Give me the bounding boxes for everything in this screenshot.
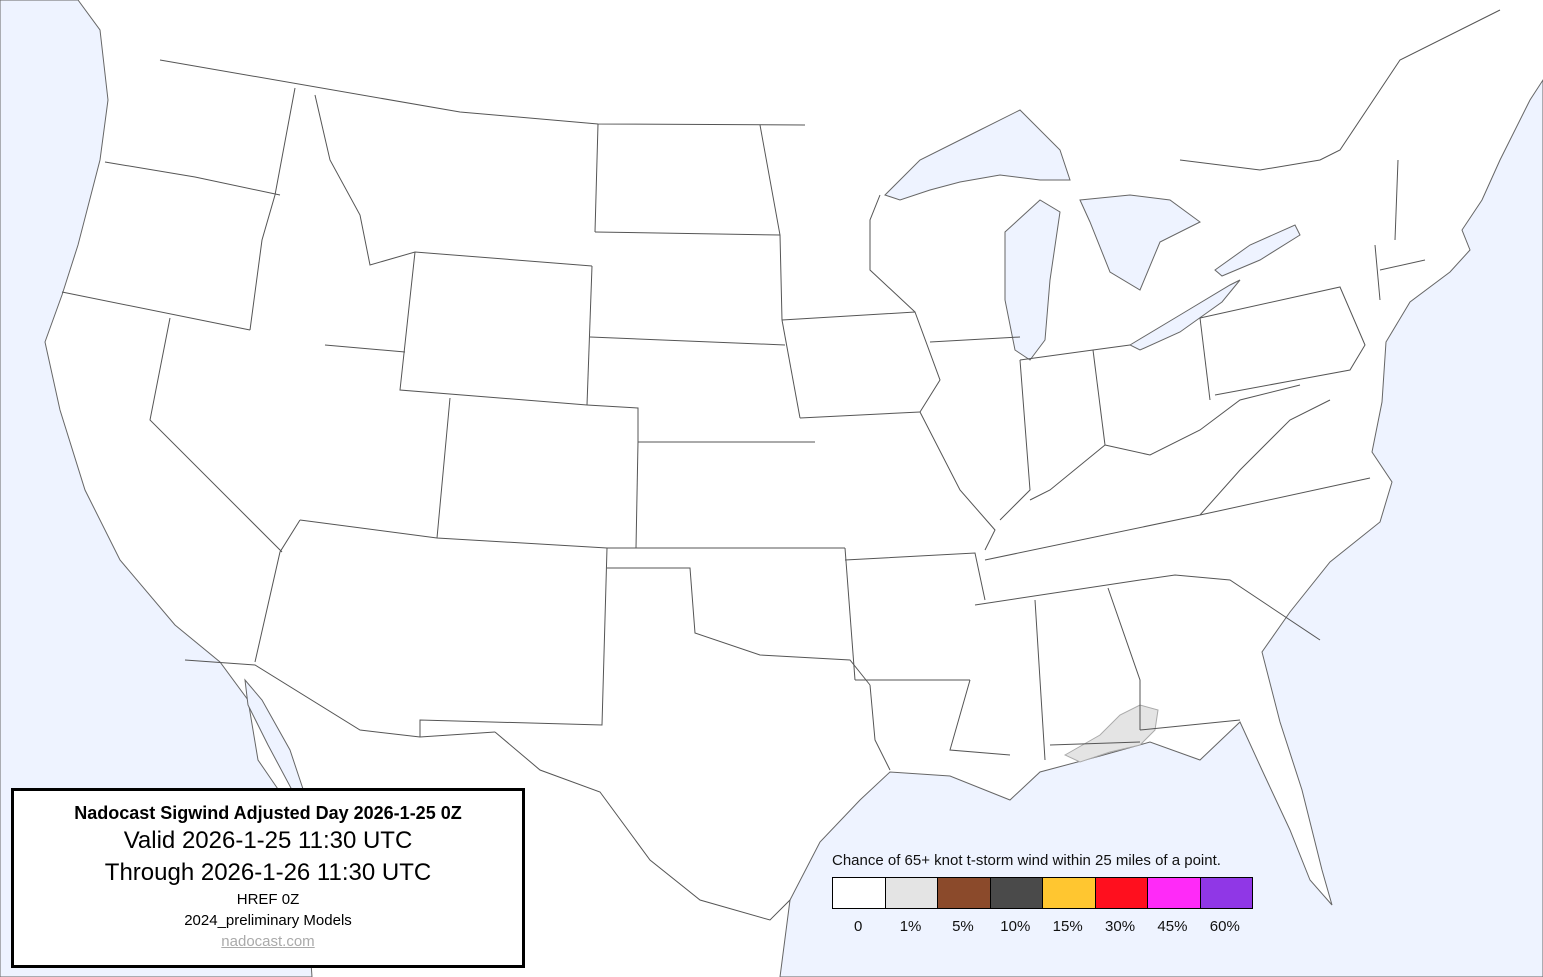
state-border xyxy=(869,194,916,313)
title-box: Nadocast Sigwind Adjusted Day 2026-1-25 … xyxy=(11,788,525,968)
legend-swatch xyxy=(1200,878,1252,908)
state-border xyxy=(1179,9,1501,171)
state-border xyxy=(949,679,1011,756)
state-border xyxy=(1199,286,1366,396)
state-border xyxy=(844,547,856,681)
state-border xyxy=(919,411,996,551)
state-borders xyxy=(61,9,1501,921)
through-time: Through 2026-1-26 11:30 UTC xyxy=(104,859,432,886)
state-border xyxy=(974,579,1141,606)
state-border xyxy=(594,123,599,233)
legend-label: 15% xyxy=(1052,918,1083,935)
state-border xyxy=(61,291,251,331)
lake-ontario xyxy=(1214,224,1301,277)
state-border xyxy=(254,519,301,663)
state-border xyxy=(1199,399,1331,516)
state-border xyxy=(494,731,791,921)
nadocast-link[interactable]: nadocast.com xyxy=(221,933,315,950)
valid-time: Valid 2026-1-25 11:30 UTC xyxy=(123,827,413,854)
state-border xyxy=(436,397,451,539)
state-border xyxy=(399,251,588,406)
state-border xyxy=(586,404,815,443)
legend-label: 30% xyxy=(1105,918,1136,935)
legend-label: 45% xyxy=(1157,918,1188,935)
legend-label: 1% xyxy=(899,918,922,935)
gulf-atlantic-ocean xyxy=(779,79,1543,977)
models-version: 2024_preliminary Models xyxy=(184,912,352,929)
legend-swatch xyxy=(833,878,886,908)
legend-swatch xyxy=(938,878,991,908)
state-border xyxy=(1019,344,1131,361)
state-border xyxy=(1104,384,1301,456)
legend-title: Chance of 65+ knot t-storm wind within 2… xyxy=(832,852,1221,869)
lake-michigan xyxy=(1004,199,1061,361)
state-border xyxy=(781,319,801,419)
legend-label: 60% xyxy=(1209,918,1240,935)
legend-label: 0 xyxy=(854,918,863,935)
legend-swatch xyxy=(1095,878,1148,908)
state-border xyxy=(1029,444,1106,501)
state-border xyxy=(184,659,496,738)
state-border xyxy=(1394,159,1399,241)
state-border xyxy=(586,265,593,406)
state-border xyxy=(781,311,941,413)
state-border xyxy=(929,336,1021,343)
lake-huron xyxy=(1079,194,1201,291)
legend-swatch xyxy=(1148,878,1201,908)
great-lakes xyxy=(884,109,1301,361)
forecast-area-1-percent xyxy=(1063,704,1159,763)
lake-erie xyxy=(1128,279,1241,351)
state-border xyxy=(984,514,1201,561)
map-title: Nadocast Sigwind Adjusted Day 2026-1-25 … xyxy=(74,803,462,823)
legend-label: 10% xyxy=(1000,918,1031,935)
state-border xyxy=(1092,349,1106,446)
state-border xyxy=(759,124,783,321)
state-border xyxy=(844,552,986,601)
state-border xyxy=(104,161,281,196)
state-border xyxy=(1379,259,1426,271)
state-border xyxy=(1374,244,1381,301)
legend: Chance of 65+ knot t-storm wind within 2… xyxy=(832,852,1262,935)
state-border xyxy=(249,87,296,331)
state-border xyxy=(1107,587,1141,730)
state-border xyxy=(324,344,406,353)
state-border xyxy=(314,94,593,267)
model-name: HREF 0Z xyxy=(236,891,300,908)
legend-swatches xyxy=(832,877,1253,909)
state-border xyxy=(159,59,806,126)
state-border xyxy=(299,519,845,549)
state-border xyxy=(1199,477,1371,516)
legend-swatch xyxy=(1043,878,1096,908)
legend-swatch xyxy=(885,878,938,908)
state-border xyxy=(1139,719,1241,731)
state-border xyxy=(799,411,921,419)
state-border xyxy=(1139,574,1321,641)
state-border xyxy=(589,336,786,346)
legend-swatch xyxy=(990,878,1043,908)
state-border xyxy=(1034,599,1046,761)
state-border xyxy=(594,231,781,236)
legend-labels: 0 1% 5% 10% 15% 30% 45% 60% xyxy=(832,918,1251,935)
state-border xyxy=(1049,741,1141,746)
state-border xyxy=(1199,317,1211,401)
lake-superior xyxy=(884,109,1071,201)
state-border xyxy=(635,441,639,549)
state-border xyxy=(419,547,608,737)
state-border xyxy=(999,359,1031,521)
legend-label: 5% xyxy=(952,918,974,935)
state-border xyxy=(149,317,283,553)
state-border xyxy=(869,684,891,771)
